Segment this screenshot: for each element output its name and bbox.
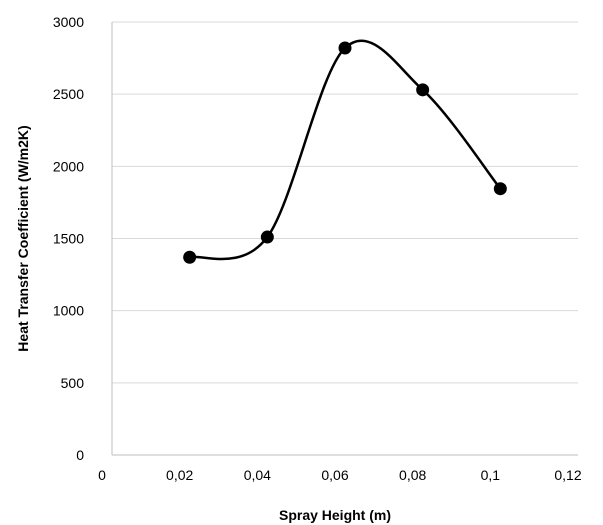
y-tick-label: 1000 [53, 303, 84, 319]
y-tick-label: 0 [76, 447, 84, 463]
y-axis-title: Heat Transfer Coefficient (W/m2K) [15, 125, 31, 351]
x-tick-label: 0,12 [554, 467, 581, 483]
data-point-2 [260, 230, 274, 244]
data-points [183, 41, 507, 264]
data-point-4 [416, 83, 430, 97]
x-tick-labels: 0 0,02 0,04 0,06 0,08 0,1 0,12 [98, 467, 582, 483]
x-tick-label: 0,04 [244, 467, 271, 483]
data-point-5 [493, 182, 507, 196]
y-tick-labels: 0 500 1000 1500 2000 2500 3000 [53, 14, 84, 463]
y-tick-label: 3000 [53, 14, 84, 30]
y-tick-label: 2000 [53, 158, 84, 174]
x-tick-label: 0,02 [166, 467, 193, 483]
y-tick-label: 500 [61, 375, 85, 391]
data-point-3 [338, 41, 352, 55]
y-tick-label: 2500 [53, 86, 84, 102]
series-line [189, 39, 502, 261]
x-tick-label: 0,06 [321, 467, 348, 483]
y-tick-label: 1500 [53, 231, 84, 247]
x-tick-label: 0 [98, 467, 106, 483]
x-tick-label: 0,1 [481, 467, 501, 483]
x-tick-label: 0,08 [399, 467, 426, 483]
data-point-1 [183, 250, 197, 264]
x-axis-title: Spray Height (m) [279, 507, 391, 523]
axes [111, 22, 578, 456]
grid-lines [112, 21, 578, 384]
